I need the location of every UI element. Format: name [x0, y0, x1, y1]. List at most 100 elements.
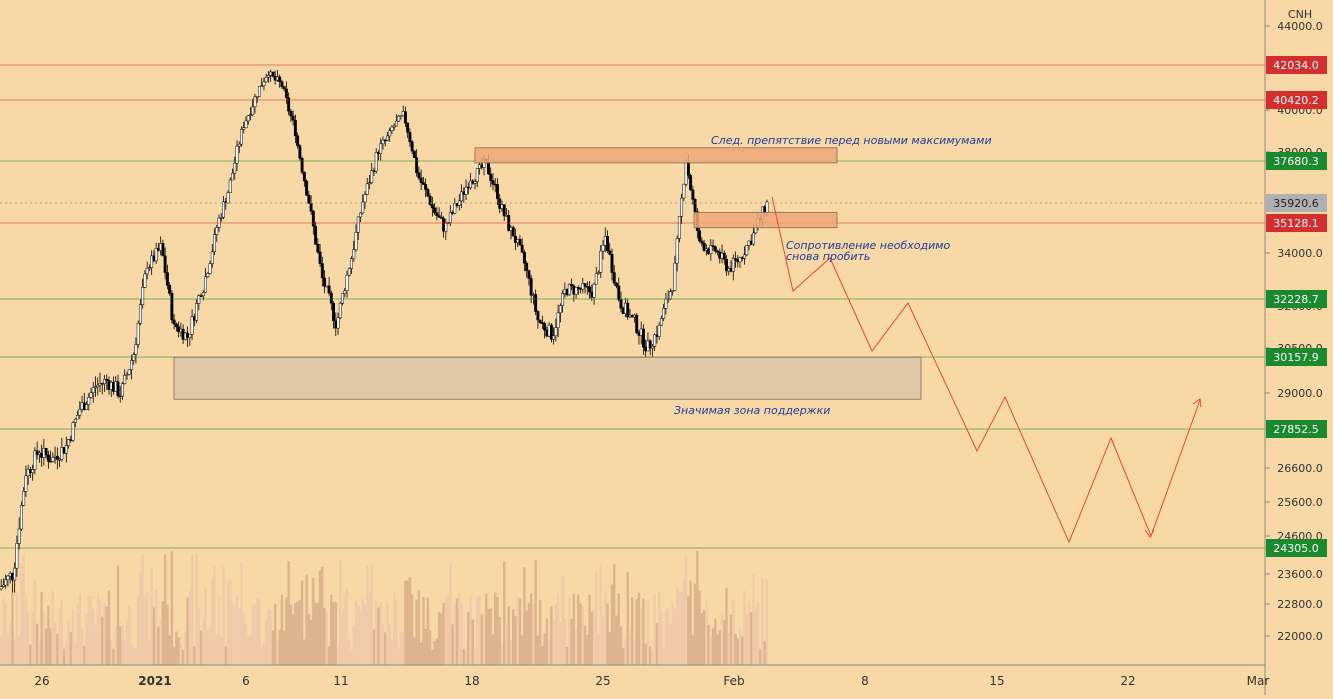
volume-bar: [680, 591, 683, 665]
volume-bar: [525, 610, 528, 665]
volume-bar: [684, 555, 688, 665]
volume-bar: [130, 643, 133, 665]
volume-bar: [116, 565, 120, 665]
price-tag-box: [1266, 539, 1327, 557]
candle-body: [150, 255, 154, 268]
volume-bar: [186, 597, 189, 665]
candle-body: [426, 189, 430, 197]
volume-bar: [244, 623, 248, 665]
volume-bar: [592, 609, 596, 665]
volume-bar: [128, 605, 131, 665]
volume-bar: [258, 599, 261, 665]
candle-body: [682, 183, 686, 199]
candle-body: [338, 303, 342, 319]
candle-body: [165, 272, 169, 286]
volume-bar: [112, 648, 115, 665]
volume-bar: [675, 586, 679, 665]
candle-body: [417, 172, 421, 179]
volume-bar: [163, 554, 167, 665]
candle-body: [17, 528, 21, 544]
candle-body: [399, 115, 403, 117]
candle-body: [237, 143, 241, 147]
candle-body: [96, 384, 100, 388]
candle-body: [233, 162, 237, 174]
candle-body: [305, 180, 309, 196]
volume-bar: [399, 632, 403, 665]
candle-body: [475, 168, 479, 182]
candle-body: [323, 277, 327, 287]
volume-bar: [366, 566, 369, 665]
volume-bar: [235, 596, 239, 665]
candle-body: [536, 311, 540, 321]
volume-bar: [352, 625, 355, 665]
volume-bar: [316, 602, 320, 665]
price-tick-label: 22800.0: [1277, 598, 1323, 611]
volume-bar: [280, 594, 284, 665]
candle-body: [648, 340, 652, 349]
volume-bar: [648, 646, 652, 665]
volume-bar: [422, 596, 425, 665]
projection-line[interactable]: [771, 196, 1201, 544]
resistance-zone[interactable]: [693, 211, 838, 229]
time-axis[interactable]: 26 2021 6 11 18 25 Feb 8 15 22 Mar: [34, 674, 1269, 688]
candle-body: [379, 143, 383, 155]
volume-bar: [424, 629, 427, 665]
candle-body: [680, 197, 684, 217]
volume-bar: [372, 629, 376, 665]
volume-bar: [278, 629, 281, 665]
candle-body: [664, 298, 668, 309]
volume-bar: [574, 627, 578, 665]
volume-bar: [765, 579, 769, 665]
candle-body: [675, 238, 679, 264]
volume-bar: [199, 630, 203, 665]
candle-body: [94, 386, 97, 389]
candle-body: [31, 469, 35, 473]
volume-bar: [33, 580, 37, 665]
price-tag-label: 42034.0: [1273, 59, 1319, 72]
zones: [173, 147, 922, 400]
upper-obstacle-zone[interactable]: [474, 147, 838, 164]
candle-body: [343, 290, 347, 294]
volume-bar: [738, 629, 742, 665]
volume-bar: [240, 562, 243, 665]
support-zone[interactable]: [173, 356, 922, 400]
volume-bar: [345, 588, 349, 665]
candle-body: [606, 236, 609, 252]
volume-bar: [433, 641, 436, 665]
volume-bar: [590, 611, 593, 665]
price-tick-label: 22000.0: [1277, 630, 1323, 643]
volume-bar: [67, 620, 70, 665]
candle-body: [345, 274, 349, 291]
price-tag: 30157.9: [1266, 348, 1327, 366]
volume-bar: [74, 643, 77, 665]
volume-bar: [657, 591, 661, 665]
current-price-label: 35920.6: [1273, 197, 1319, 210]
candle-body: [496, 184, 499, 200]
price-tag: 24305.0: [1266, 539, 1327, 557]
volume-bar: [336, 644, 340, 665]
volume-bar: [491, 634, 495, 665]
candle-body: [635, 314, 639, 333]
volume-bar: [177, 637, 180, 665]
volume-bar: [640, 608, 643, 665]
candle-body: [266, 74, 270, 78]
volume-bar: [729, 614, 733, 665]
volume-bar: [309, 619, 313, 665]
volume-bar: [323, 607, 326, 665]
volume-bar: [633, 638, 636, 665]
candle-body: [15, 543, 19, 569]
volume-bar: [617, 593, 620, 665]
candle-body: [408, 132, 412, 143]
candle-body: [534, 294, 538, 312]
volume-bar: [480, 614, 483, 665]
volume-bar: [267, 608, 270, 665]
volume-bar: [743, 590, 746, 665]
volume-bar: [642, 598, 645, 665]
candle-body: [711, 245, 715, 247]
volume-bar: [208, 625, 212, 665]
candle-body: [55, 455, 59, 460]
volume-bar: [134, 648, 138, 665]
candle-body: [129, 360, 133, 370]
candle-body: [170, 293, 174, 321]
